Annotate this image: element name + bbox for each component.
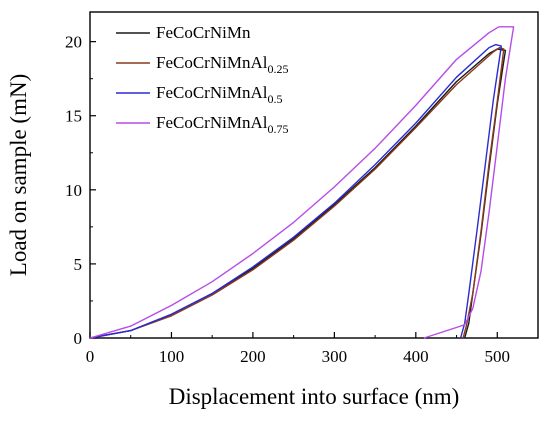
x-tick-label: 200 — [240, 347, 266, 366]
x-tick-label: 300 — [322, 347, 348, 366]
legend-label: FeCoCrNiMnAl0.25 — [156, 53, 288, 76]
legend-label: FeCoCrNiMnAl0.5 — [156, 83, 282, 106]
legend: FeCoCrNiMn FeCoCrNiMnAl0.25 FeCoCrNiMnAl0.… — [116, 23, 288, 136]
y-tick-label: 20 — [65, 33, 82, 52]
x-tick-label: 400 — [403, 347, 429, 366]
x-axis-title: Displacement into surface (nm) — [169, 384, 460, 409]
x-tick-label: 0 — [86, 347, 95, 366]
legend-label: FeCoCrNiMnAl0.75 — [156, 113, 288, 136]
y-axis-title: Load on sample (mN) — [6, 74, 31, 276]
y-axis-ticks: 0 5 10 15 20 — [65, 33, 96, 348]
series-layer — [89, 26, 515, 339]
x-axis-ticks: 0 100 200 300 400 500 — [86, 332, 510, 366]
x-tick-label: 500 — [485, 347, 511, 366]
legend-label: FeCoCrNiMn — [156, 23, 251, 42]
series-line-4 — [89, 26, 515, 339]
x-tick-label: 100 — [159, 347, 185, 366]
y-tick-label: 5 — [74, 255, 83, 274]
plot-frame — [89, 11, 539, 339]
series-line-2 — [89, 46, 505, 339]
series-line-3 — [89, 43, 502, 339]
y-tick-label: 15 — [65, 107, 82, 126]
y-tick-label: 10 — [65, 181, 82, 200]
y-tick-label: 0 — [74, 329, 83, 348]
